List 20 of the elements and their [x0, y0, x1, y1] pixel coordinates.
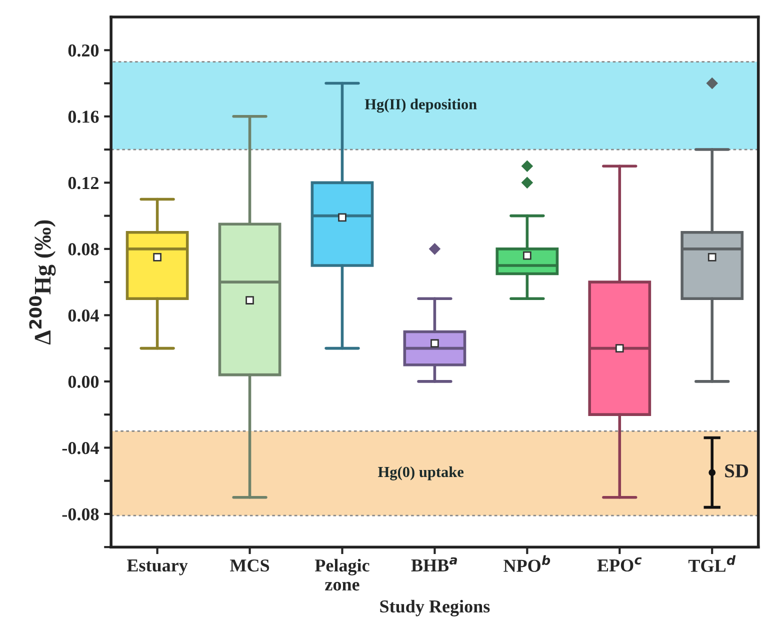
x-axis-title: Study Regions — [380, 600, 490, 616]
x-tick-label: EPO$^{c}$ — [597, 557, 642, 572]
y-tick-label: -0.04 — [62, 442, 99, 454]
band-label: Hg(II) deposition — [364, 98, 477, 113]
x-tick-label: Estuary — [127, 560, 188, 576]
y-tick-label: 0.08 — [68, 243, 99, 256]
series-label: SD — [725, 464, 748, 478]
x-tick-label: BHB$^{a}$ — [411, 557, 457, 572]
x-tick-label: NPO$^{b}$ — [504, 555, 550, 572]
y-tick-label: 0.16 — [68, 110, 99, 123]
x-tick-label: MCS — [230, 559, 270, 572]
y-tick-label: 0.20 — [68, 44, 99, 57]
y-tick-label: -0.08 — [62, 508, 99, 520]
x-tick-label: Pelagic zone — [314, 558, 370, 591]
y-tick-label: 0.00 — [68, 376, 99, 388]
x-tick-label: TGL$^{d}$ — [688, 555, 736, 572]
y-axis-title: Δ$^{200}$Hg (‰) — [29, 220, 56, 345]
y-tick-label: 0.04 — [68, 309, 99, 322]
y-tick-label: 0.12 — [68, 176, 98, 190]
band-label: Hg(0) uptake — [378, 466, 464, 480]
